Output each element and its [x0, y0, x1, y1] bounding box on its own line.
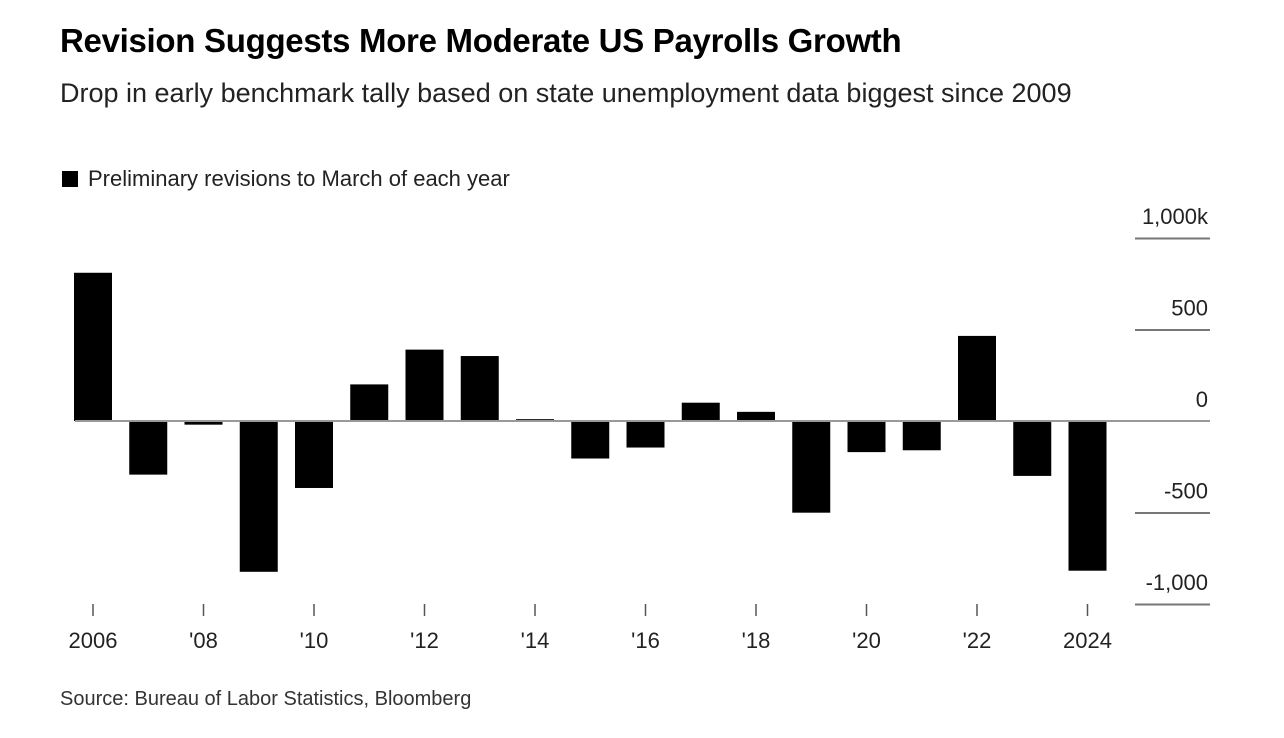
bar-2017	[681, 402, 720, 421]
x-tick-label: '10	[300, 628, 329, 653]
bar-2009	[239, 421, 278, 572]
bar-2012	[405, 349, 444, 421]
source-note: Source: Bureau of Labor Statistics, Bloo…	[60, 688, 472, 710]
chart-title: Revision Suggests More Moderate US Payro…	[60, 22, 902, 59]
bar-2019	[792, 421, 831, 513]
y-tick-label: -500	[1164, 479, 1208, 504]
bar-2018	[737, 411, 775, 421]
x-tick-label: '08	[189, 628, 218, 653]
bar-2006	[74, 272, 112, 421]
bar-2016	[626, 421, 665, 448]
bar-2021	[902, 421, 941, 451]
bar-2013	[460, 356, 499, 421]
bar-2008	[184, 421, 223, 425]
x-tick-label: '16	[631, 628, 660, 653]
x-tick-label: '14	[521, 628, 550, 653]
legend-label: Preliminary revisions to March of each y…	[88, 166, 510, 191]
x-tick-label: '18	[742, 628, 771, 653]
bar-2015	[571, 421, 610, 459]
bar-2022	[958, 335, 996, 421]
x-tick-label: '12	[410, 628, 439, 653]
x-tick-label: 2006	[69, 628, 118, 653]
bar-2024	[1068, 421, 1107, 571]
bar-2023	[1013, 421, 1052, 476]
x-tick-label: '20	[852, 628, 881, 653]
y-tick-label: 1,000k	[1142, 204, 1209, 229]
y-tick-label: -1,000	[1146, 570, 1208, 595]
bar-2011	[350, 384, 389, 421]
bar-2020	[847, 421, 886, 453]
legend-swatch	[62, 171, 78, 187]
x-tick-label: 2024	[1063, 628, 1112, 653]
bar-2010	[295, 421, 333, 488]
chart-subtitle: Drop in early benchmark tally based on s…	[60, 78, 1072, 108]
x-tick-label: '22	[963, 628, 992, 653]
y-tick-label: 0	[1196, 387, 1208, 412]
legend: Preliminary revisions to March of each y…	[62, 166, 510, 192]
y-tick-label: 500	[1171, 296, 1208, 321]
bar-2007	[129, 421, 168, 475]
